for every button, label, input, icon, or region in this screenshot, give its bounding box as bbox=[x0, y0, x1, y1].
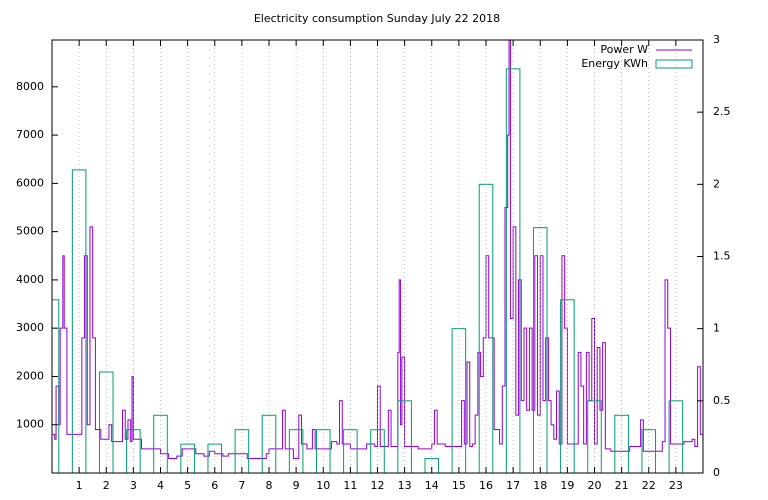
energy-bar bbox=[288, 429, 304, 473]
plot-area bbox=[52, 40, 703, 473]
y-tick-label: 2000 bbox=[16, 369, 44, 382]
x-tick-label: 2 bbox=[103, 479, 110, 492]
y-tick-label: 4000 bbox=[16, 273, 44, 286]
energy-bar bbox=[52, 299, 60, 473]
y2-tick-label: 0 bbox=[713, 466, 720, 479]
y2-tick-label: 0.5 bbox=[713, 394, 731, 407]
x-tick-label: 6 bbox=[211, 479, 218, 492]
y2-tick-label: 2.5 bbox=[713, 105, 731, 118]
energy-bar bbox=[370, 429, 385, 473]
x-tick-label: 11 bbox=[343, 479, 357, 492]
energy-bar bbox=[126, 429, 141, 473]
energy-bar bbox=[424, 458, 440, 473]
y2-tick-label: 2 bbox=[713, 177, 720, 190]
x-tick-label: 13 bbox=[398, 479, 412, 492]
x-tick-label: 3 bbox=[130, 479, 137, 492]
y-tick-label: 5000 bbox=[16, 225, 44, 238]
legend-swatch bbox=[655, 59, 693, 69]
x-tick-label: 4 bbox=[157, 479, 164, 492]
x-tick-label: 1 bbox=[76, 479, 83, 492]
legend-label: Power W bbox=[600, 43, 648, 56]
y-tick-label: 1000 bbox=[16, 418, 44, 431]
y-tick-label: 6000 bbox=[16, 176, 44, 189]
x-tick-label: 10 bbox=[316, 479, 330, 492]
energy-bar bbox=[641, 429, 657, 473]
x-tick-label: 19 bbox=[560, 479, 574, 492]
x-tick-label: 7 bbox=[238, 479, 245, 492]
chart-title: Electricity consumption Sunday July 22 2… bbox=[254, 12, 500, 25]
x-tick-label: 15 bbox=[452, 479, 466, 492]
x-tick-label: 9 bbox=[293, 479, 300, 492]
x-tick-label: 5 bbox=[184, 479, 191, 492]
energy-bar bbox=[234, 429, 250, 473]
x-tick-label: 22 bbox=[642, 479, 656, 492]
x-tick-label: 16 bbox=[479, 479, 493, 492]
x-tick-label: 12 bbox=[371, 479, 385, 492]
y2-tick-label: 1 bbox=[713, 322, 720, 335]
legend-label: Energy KWh bbox=[581, 57, 648, 70]
x-tick-label: 14 bbox=[425, 479, 439, 492]
energy-bar bbox=[532, 227, 548, 473]
energy-bar bbox=[343, 429, 358, 473]
x-tick-label: 8 bbox=[266, 479, 273, 492]
y-tick-label: 3000 bbox=[16, 321, 44, 334]
energy-bar bbox=[315, 429, 331, 473]
y2-tick-label: 1.5 bbox=[713, 250, 731, 263]
energy-bar bbox=[98, 371, 114, 473]
energy-bar bbox=[71, 169, 87, 473]
y-tick-label: 7000 bbox=[16, 128, 44, 141]
x-tick-label: 23 bbox=[669, 479, 683, 492]
y-tick-label: 8000 bbox=[16, 80, 44, 93]
x-tick-label: 17 bbox=[506, 479, 520, 492]
x-tick-label: 18 bbox=[533, 479, 547, 492]
x-tick-label: 20 bbox=[588, 479, 602, 492]
y2-tick-label: 3 bbox=[713, 33, 720, 46]
x-tick-label: 21 bbox=[615, 479, 629, 492]
